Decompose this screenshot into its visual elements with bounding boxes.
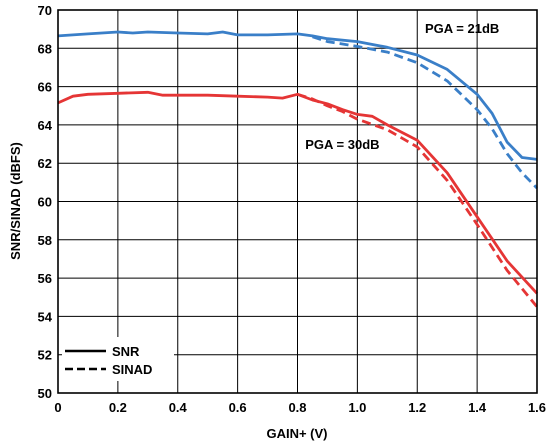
x-tick-label: 0.6	[229, 400, 247, 415]
y-tick-labels: 50 52 54 56 58 60 62 64 66 68 70	[38, 3, 53, 401]
legend: SNR SINAD	[62, 337, 174, 381]
y-tick-label: 54	[38, 309, 53, 324]
annotation-pga-21db: PGA = 21dB	[425, 21, 499, 36]
x-tick-label: 0.4	[169, 400, 188, 415]
series-line-pga-21db-snr	[57, 30, 538, 161]
y-axis-label: SNR/SINAD (dBFS)	[8, 142, 23, 260]
x-tick-label: 0.2	[109, 400, 127, 415]
x-tick-label: 1.6	[528, 400, 546, 415]
y-tick-label: 58	[38, 233, 52, 248]
series-line-pga-21db-sinad	[312, 35, 538, 190]
x-tick-label: 1.2	[408, 400, 426, 415]
x-tick-label: 0.8	[288, 400, 306, 415]
x-tick-labels: 0 0.2 0.4 0.6 0.8 1.0 1.2 1.4 1.6	[54, 400, 546, 415]
x-tick-label: 0	[54, 400, 61, 415]
plot-frame	[57, 9, 538, 394]
y-tick-label: 70	[38, 3, 52, 18]
x-tick-label: 1.4	[468, 400, 487, 415]
x-axis-label: GAIN+ (V)	[266, 426, 327, 441]
y-tick-label: 50	[38, 386, 52, 401]
legend-background	[62, 337, 174, 381]
legend-sinad-label: SINAD	[112, 362, 152, 377]
y-tick-label: 66	[38, 80, 52, 95]
x-tick-label: 1.0	[348, 400, 366, 415]
y-tick-label: 60	[38, 195, 52, 210]
y-tick-label: 56	[38, 271, 52, 286]
annotation-pga-30db: PGA = 30dB	[305, 137, 379, 152]
y-tick-label: 68	[38, 41, 52, 56]
series-group	[57, 30, 539, 308]
y-tick-label: 62	[38, 156, 52, 171]
y-tick-label: 52	[38, 348, 52, 363]
legend-snr-label: SNR	[112, 344, 140, 359]
y-tick-label: 64	[38, 118, 53, 133]
